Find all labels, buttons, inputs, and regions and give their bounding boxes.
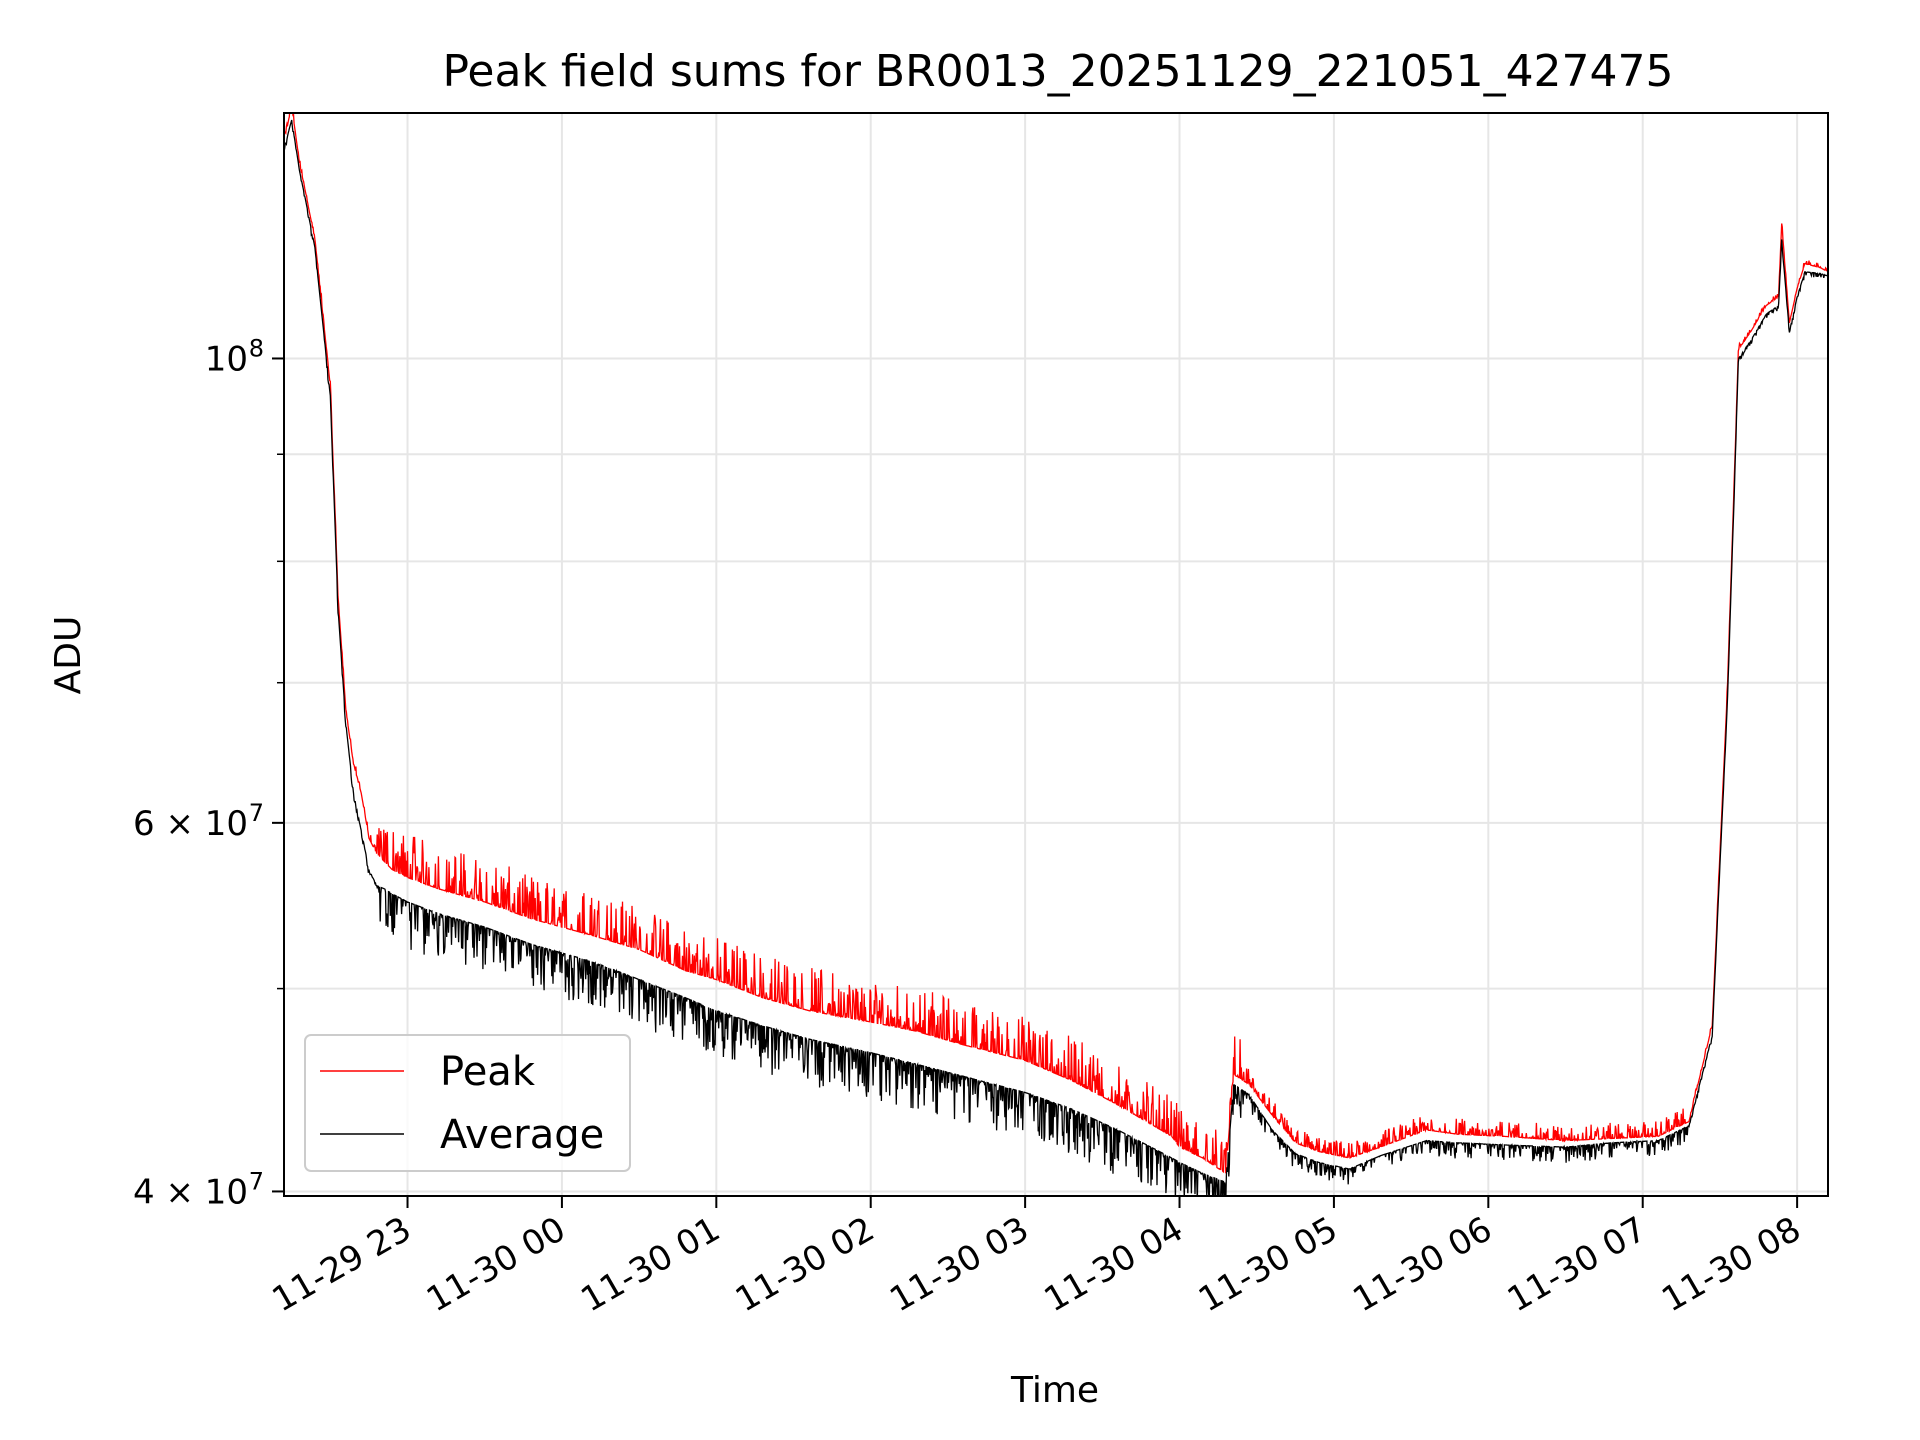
series-line-average xyxy=(284,119,1828,1196)
series-line-peak xyxy=(284,113,1828,1174)
y-tick-label: 74 × 10 xyxy=(133,1167,264,1212)
y-tick-label: 76 × 10 xyxy=(133,799,264,844)
y-tick-base: 4 × 10 xyxy=(133,1172,248,1212)
legend: Peak Average xyxy=(304,1034,631,1172)
x-axis-label: Time xyxy=(1010,1370,1099,1411)
plot-frame xyxy=(283,112,1829,1197)
y-tick-base: 10 xyxy=(205,339,248,379)
chart-title: Peak field sums for BR0013_20251129_2210… xyxy=(442,46,1673,97)
y-tick-label: 810 xyxy=(205,334,264,379)
y-tick-exponent: 7 xyxy=(249,799,264,827)
legend-label-peak: Peak xyxy=(440,1049,536,1095)
legend-label-average: Average xyxy=(440,1112,604,1158)
y-tick-exponent: 8 xyxy=(249,334,264,362)
grid xyxy=(284,113,1828,1196)
y-tick-exponent: 7 xyxy=(249,1167,264,1195)
legend-box xyxy=(304,1034,631,1172)
y-tick-base: 6 × 10 xyxy=(133,804,248,844)
y-axis-label: ADU xyxy=(48,616,89,695)
plot-series xyxy=(284,113,1828,1196)
